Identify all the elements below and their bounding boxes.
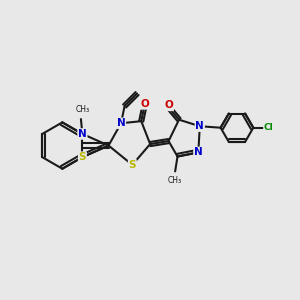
Text: N: N <box>195 121 204 131</box>
Text: O: O <box>164 100 173 110</box>
Text: CH₃: CH₃ <box>168 176 182 184</box>
Text: S: S <box>79 152 86 162</box>
Text: CH₃: CH₃ <box>75 105 89 114</box>
Text: N: N <box>78 129 87 139</box>
Text: O: O <box>140 99 149 109</box>
Text: N: N <box>117 118 125 128</box>
Text: N: N <box>194 147 203 158</box>
Text: S: S <box>129 160 136 170</box>
Text: Cl: Cl <box>264 123 274 132</box>
